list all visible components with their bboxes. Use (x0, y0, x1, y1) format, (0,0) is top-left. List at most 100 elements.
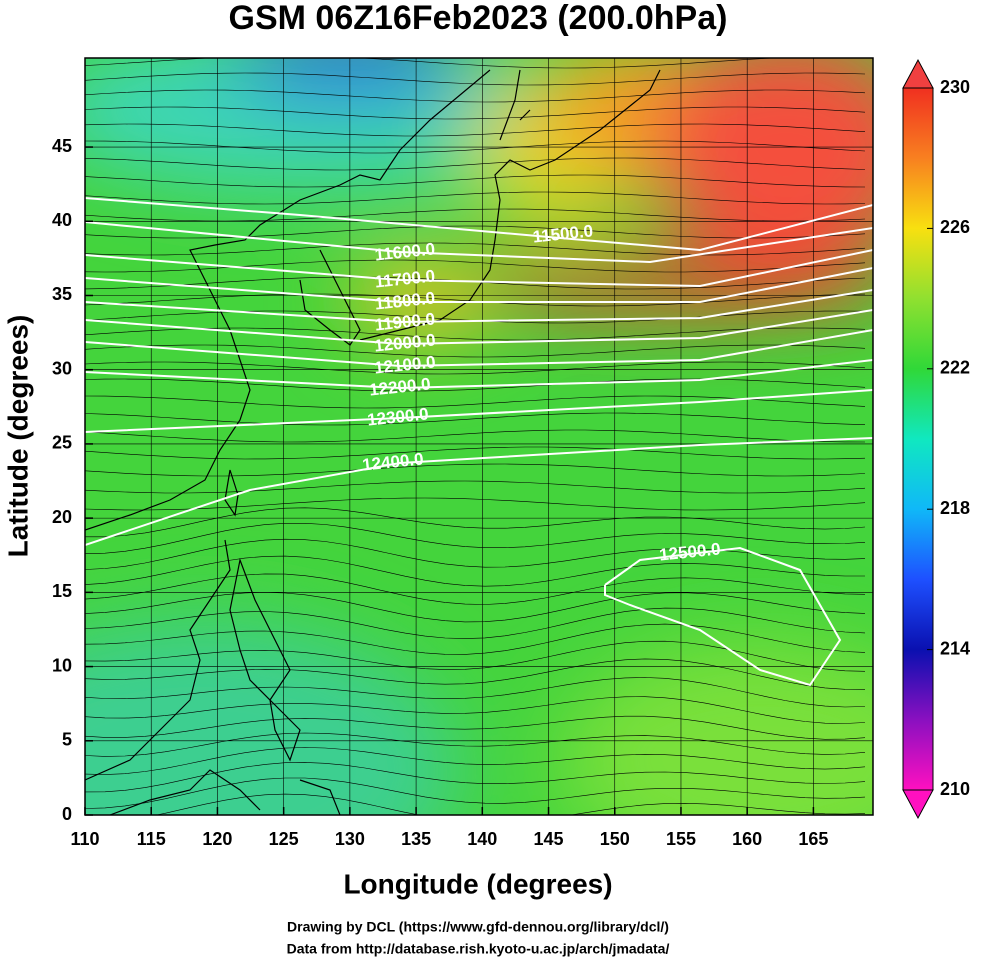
contour-line (85, 197, 873, 252)
colorbar-extend (902, 58, 934, 89)
streamline (85, 732, 866, 757)
y-tick-label: 15 (52, 581, 72, 601)
chart-title: GSM 06Z16Feb2023 (200.0hPa) (229, 0, 728, 37)
coast (85, 539, 231, 781)
coast (499, 69, 531, 141)
x-tick-label: 165 (798, 829, 828, 849)
streamline (85, 446, 866, 460)
streamline (85, 591, 866, 623)
streamline (85, 191, 866, 205)
colorbar-tick-label: 226 (940, 217, 970, 237)
colorbar-scale (902, 87, 934, 791)
x-tick-label: 125 (269, 829, 299, 849)
streamline (85, 623, 866, 655)
streamline (85, 72, 866, 86)
coast (224, 469, 239, 517)
streamline (85, 696, 866, 724)
contour-line (85, 437, 873, 546)
coast (299, 779, 341, 815)
streamline (85, 327, 866, 341)
y-tick-label: 45 (52, 136, 72, 156)
streamline (85, 378, 866, 392)
x-tick-label: 130 (335, 829, 365, 849)
contour-line (85, 389, 873, 433)
streamline (85, 106, 866, 120)
streamline (85, 715, 866, 740)
streamline (85, 507, 866, 538)
colorbar-tick-label: 222 (940, 358, 970, 378)
credit: Drawing by DCL (https://www.gfd-dennou.o… (287, 919, 669, 935)
colorbar: 210 214 218 222 226 230 (902, 58, 970, 820)
streamline (85, 140, 866, 154)
streamline (85, 573, 866, 605)
streamline (85, 677, 866, 708)
x-tick-label: 160 (732, 829, 762, 849)
streamline (85, 174, 866, 188)
streamline (85, 123, 866, 137)
streamline (85, 463, 866, 477)
x-tick-label: 115 (137, 829, 166, 849)
coast (85, 69, 491, 531)
x-tick-label: 120 (202, 829, 232, 849)
colorbar-extend (902, 789, 934, 820)
coast (229, 557, 301, 762)
y-tick-label: 30 (52, 358, 72, 378)
contour-line (604, 546, 842, 687)
y-tick-label: 25 (52, 433, 72, 453)
y-tick-label: 40 (52, 210, 72, 230)
streamline (85, 497, 866, 511)
x-tick-label: 155 (666, 829, 696, 849)
x-tick-label: 140 (467, 829, 497, 849)
x-tick-label: 135 (401, 829, 431, 849)
streamline (85, 259, 866, 273)
contour-line (85, 289, 873, 324)
streamline (85, 640, 866, 672)
streamline (85, 555, 865, 587)
streamline (85, 157, 866, 171)
streamline (85, 777, 866, 809)
streamline (85, 429, 866, 443)
streamline (85, 747, 866, 775)
x-axis-label: Longitude (degrees) (343, 868, 612, 899)
contour-line (85, 309, 873, 346)
field (85, 58, 873, 815)
colorbar-tick-label: 210 (940, 779, 970, 799)
colorbar-tick-label: 218 (940, 498, 970, 518)
contour-line (85, 249, 873, 288)
streamline (85, 395, 866, 409)
streamline (85, 361, 866, 375)
colorbar-tick-label: 214 (940, 638, 970, 658)
streamline (85, 89, 866, 103)
coast (109, 769, 261, 815)
contour-line (85, 221, 873, 264)
x-tick-label: 150 (600, 829, 630, 849)
streamline (85, 523, 866, 554)
streamline (85, 607, 866, 639)
contour-line (85, 329, 873, 368)
credit: Data from http://database.rish.kyoto-u.a… (287, 941, 670, 957)
y-tick-label: 20 (52, 507, 72, 527)
y-tick-label: 10 (52, 655, 72, 675)
y-axis-label: Latitude (degrees) (2, 315, 33, 558)
streamline (85, 480, 866, 494)
colorbar-tick-label: 230 (940, 77, 970, 97)
streamline (85, 538, 866, 570)
y-tick-label: 0 (62, 804, 72, 824)
x-tick-label: 110 (70, 829, 99, 849)
x-tick-label: 145 (534, 829, 564, 849)
streamline (85, 225, 866, 239)
streamline (85, 58, 782, 69)
streamline (155, 793, 866, 815)
y-tick-label: 5 (62, 730, 72, 750)
coastlines (85, 69, 661, 815)
y-tick-label: 35 (52, 284, 72, 304)
streamline (85, 208, 866, 222)
streamline (85, 242, 866, 256)
streamline (85, 412, 866, 426)
coast (359, 69, 661, 341)
streamline (85, 658, 866, 690)
streamlines (85, 58, 866, 815)
streamline (85, 344, 866, 358)
axes: 110 115 120 125 130 135 140 145 150 155 160 165 0 5 10… (52, 136, 828, 849)
